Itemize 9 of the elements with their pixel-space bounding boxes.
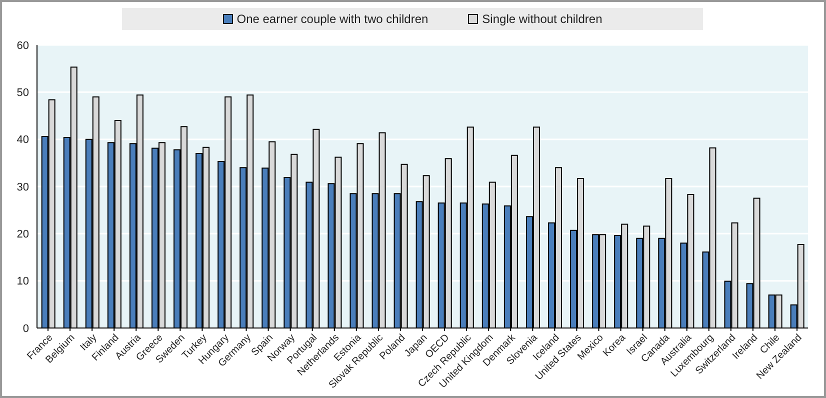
y-tick-label: 0	[22, 322, 29, 335]
y-tick-label: 50	[16, 87, 29, 100]
y-tick-label: 30	[16, 181, 29, 194]
y-tick-label: 20	[16, 228, 29, 241]
y-tick-label: 60	[16, 40, 29, 52]
y-tick-label: 40	[16, 134, 29, 146]
y-tick-label: 10	[16, 276, 29, 288]
legend-label: One earner couple with two children	[236, 12, 428, 26]
legend-label: Single without children	[481, 12, 602, 26]
